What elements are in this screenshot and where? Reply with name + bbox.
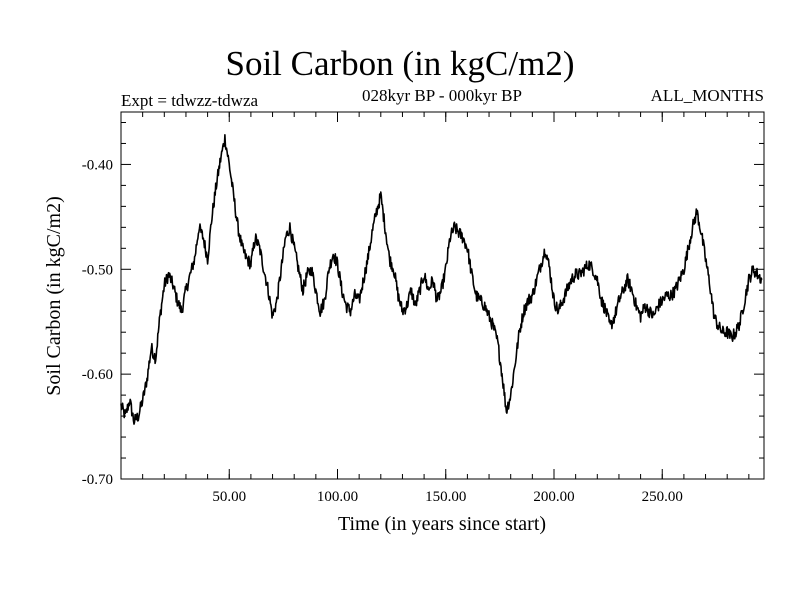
series-group <box>120 134 763 425</box>
months-label: ALL_MONTHS <box>650 86 764 105</box>
y-tick-label: -0.70 <box>82 472 113 488</box>
y-axis-label: Soil Carbon (in kgC/m2) <box>43 196 65 395</box>
x-tick-label: 50.00 <box>212 489 246 505</box>
x-tick-label: 250.00 <box>642 489 683 505</box>
y-tick-label: -0.40 <box>82 157 113 173</box>
x-tick-label: 150.00 <box>425 489 466 505</box>
x-axis-label: Time (in years since start) <box>338 513 546 535</box>
x-tick-label: 200.00 <box>533 489 574 505</box>
plot-frame <box>120 111 765 480</box>
axis-ticks <box>121 112 764 480</box>
chart-title: Soil Carbon (in kgC/m2) <box>225 44 575 83</box>
y-tick-label: -0.60 <box>82 367 113 383</box>
series-line <box>120 134 763 425</box>
y-tick-label: -0.50 <box>82 262 113 278</box>
x-tick-label: 100.00 <box>317 489 358 505</box>
period-label: 028kyr BP - 000kyr BP <box>362 86 522 105</box>
experiment-label: Expt = tdwzz-tdwza <box>121 91 259 110</box>
axis-tick-labels: 50.00 100.00 150.00 200.00 250.00 -0.70 -0.60 -… <box>82 157 683 505</box>
